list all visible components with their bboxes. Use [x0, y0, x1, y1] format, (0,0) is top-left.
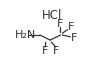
Text: F: F: [42, 46, 49, 56]
Text: F: F: [68, 22, 74, 32]
Text: F: F: [70, 33, 77, 43]
Text: HCl: HCl: [42, 9, 63, 22]
Text: H₂N: H₂N: [15, 30, 36, 40]
Text: F: F: [57, 19, 64, 29]
Text: F: F: [53, 46, 59, 56]
